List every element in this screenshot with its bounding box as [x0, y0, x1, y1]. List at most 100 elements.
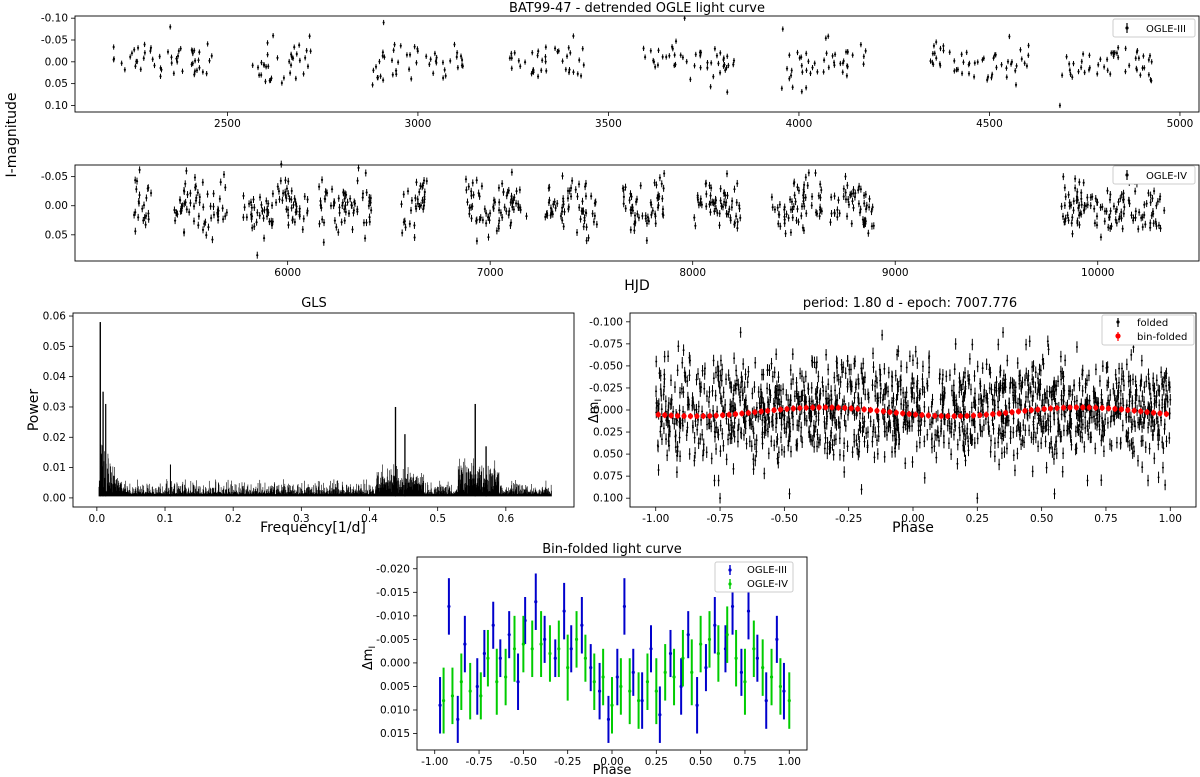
- folded-point: [817, 418, 820, 421]
- lightcurve-point: [1143, 213, 1146, 217]
- lightcurve-point: [365, 221, 368, 224]
- folded-point: [714, 394, 717, 397]
- lightcurve-point: [1134, 57, 1137, 60]
- lightcurve-point: [859, 43, 863, 46]
- lightcurve-point: [1005, 75, 1008, 79]
- lightcurve-point: [806, 184, 809, 187]
- lightcurve-point: [789, 231, 793, 234]
- folded-point: [844, 424, 847, 427]
- lightcurve-point: [376, 76, 380, 79]
- folded-point: [1032, 431, 1035, 434]
- folded-point: [1150, 425, 1153, 428]
- folded-point: [691, 424, 694, 427]
- folded-point: [843, 471, 846, 474]
- lightcurve-point: [553, 47, 557, 50]
- lightcurve-point: [185, 169, 188, 172]
- folded-point: [1054, 441, 1057, 444]
- folded-point: [1059, 370, 1062, 373]
- lightcurve-point: [1063, 220, 1066, 224]
- folded-point: [962, 408, 965, 411]
- lightcurve-point: [1065, 55, 1068, 58]
- folded-point: [800, 375, 803, 378]
- lightcurve-point: [630, 195, 633, 198]
- folded-point: [891, 450, 894, 453]
- lightcurve-point: [1086, 196, 1089, 199]
- lightcurve-point: [646, 216, 650, 219]
- lightcurve-point: [382, 21, 385, 24]
- lightcurve-point: [306, 65, 310, 68]
- lightcurve-point: [407, 68, 411, 71]
- folded-point: [896, 393, 899, 396]
- folded-point: [885, 426, 888, 429]
- folded-point: [1066, 429, 1069, 432]
- lightcurve-point: [190, 63, 193, 66]
- folded-point: [897, 431, 900, 434]
- folded-point: [1115, 400, 1118, 403]
- folded-point: [752, 458, 755, 461]
- folded-point: [1094, 422, 1097, 425]
- folded-point: [736, 440, 739, 443]
- folded-point: [775, 426, 778, 429]
- lightcurve-point: [292, 203, 295, 207]
- lightcurve-point: [982, 57, 985, 60]
- lightcurve-point: [790, 200, 794, 203]
- y-tick-label: -0.05: [41, 35, 68, 47]
- lightcurve-point: [184, 182, 187, 185]
- lightcurve-point: [290, 198, 293, 201]
- lightcurve-point: [497, 224, 500, 228]
- lightcurve-point: [1114, 218, 1117, 221]
- gls-power-spectrum: [98, 322, 552, 497]
- folded-point: [1074, 430, 1077, 433]
- folded-point: [983, 388, 986, 391]
- lightcurve-point: [435, 56, 438, 59]
- folded-point: [771, 375, 774, 378]
- lightcurve-point: [293, 220, 296, 224]
- lightcurve-point: [295, 52, 298, 56]
- folded-point: [801, 441, 804, 444]
- lightcurve-point: [938, 62, 942, 65]
- folded-point: [815, 361, 818, 364]
- lightcurve-point: [261, 209, 264, 213]
- folded-point: [979, 410, 982, 413]
- folded-point: [973, 426, 976, 429]
- lightcurve-point: [1078, 214, 1081, 217]
- legend-ogle4-label: OGLE-IV: [1146, 171, 1187, 182]
- folded-point: [787, 411, 790, 414]
- lightcurve-point: [1157, 224, 1161, 227]
- folded-point: [874, 375, 877, 378]
- lightcurve-point: [1115, 208, 1118, 211]
- lightcurve-point: [492, 205, 495, 209]
- lightcurve-point: [792, 182, 796, 185]
- folded-point: [1009, 381, 1012, 384]
- lightcurve-point: [572, 34, 575, 38]
- lightcurve-point: [510, 171, 513, 174]
- lightcurve-point: [726, 90, 729, 94]
- folded-point: [1062, 429, 1065, 432]
- folded-point: [1055, 452, 1058, 455]
- folded-point: [817, 441, 820, 444]
- lightcurve-point: [453, 43, 456, 46]
- folded-point: [912, 416, 915, 419]
- folded-point: [1004, 386, 1007, 389]
- y-tick-label: 0.06: [43, 311, 67, 323]
- folded-point: [877, 435, 880, 438]
- y-tick-label: 0.05: [45, 78, 68, 90]
- lightcurve-point: [1103, 210, 1107, 213]
- lightcurve-point: [186, 193, 189, 196]
- folded-point: [762, 406, 765, 409]
- lightcurve-point: [510, 56, 513, 60]
- lightcurve-point: [1117, 200, 1120, 204]
- lightcurve-point: [409, 209, 413, 212]
- folded-point: [1076, 426, 1079, 429]
- lightcurve-point: [1106, 58, 1109, 61]
- folded-point: [941, 373, 944, 376]
- folded-point: [1104, 418, 1107, 421]
- lightcurve-point: [475, 179, 478, 182]
- folded-point: [863, 376, 866, 379]
- folded-point: [881, 398, 884, 401]
- folded-point: [874, 394, 877, 397]
- folded-point: [905, 406, 908, 409]
- folded-point: [1149, 397, 1152, 400]
- folded-point: [1147, 426, 1150, 429]
- lightcurve-point: [514, 202, 518, 205]
